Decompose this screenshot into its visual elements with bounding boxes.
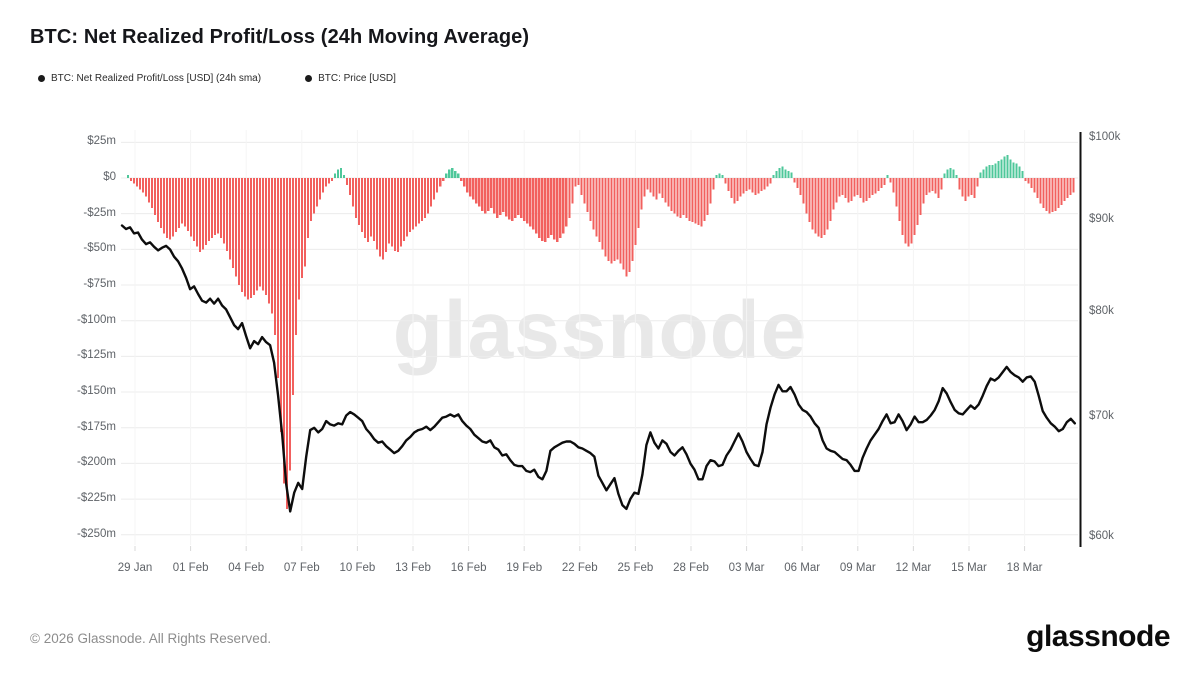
y-axis-label: $100k (1089, 131, 1121, 143)
x-axis-label: 18 Mar (1006, 562, 1043, 574)
x-axis-label: 13 Feb (395, 562, 431, 574)
footer-copyright: © 2026 Glassnode. All Rights Reserved. (30, 631, 272, 646)
x-axis-label: 10 Feb (339, 562, 376, 574)
y-axis-label: $90k (1089, 213, 1114, 226)
y-axis-label: $25m (87, 135, 116, 148)
x-axis-label: 28 Feb (673, 562, 709, 574)
legend-label: BTC: Net Realized Profit/Loss [USD] (24h… (51, 73, 262, 84)
y-axis-label: -$75m (83, 278, 116, 291)
x-axis-label: 12 Mar (895, 562, 932, 574)
y-axis-label: $70k (1089, 409, 1114, 422)
x-axis-label: 09 Mar (839, 562, 876, 574)
y-axis-label: -$225m (77, 492, 116, 505)
legend: BTC: Net Realized Profit/Loss [USD] (24h… (38, 73, 396, 84)
x-axis-label: 29 Jan (117, 562, 153, 574)
glassnode-watermark: glassnode (392, 285, 808, 376)
y-axis-label: -$50m (83, 242, 116, 255)
x-axis-label: 01 Feb (172, 562, 209, 574)
y-axis-label: -$250m (77, 527, 116, 540)
y-axis-label: -$200m (77, 456, 116, 469)
y-axis-label: -$100m (77, 313, 116, 326)
x-axis-label: 04 Feb (228, 562, 265, 574)
x-axis-label: 07 Feb (283, 562, 320, 574)
y-axis-label: -$125m (77, 349, 116, 362)
x-axis-label: 19 Feb (506, 562, 543, 574)
y-axis-label: $80k (1089, 305, 1114, 318)
y-axis-label: $0 (103, 171, 116, 183)
x-axis-label: 06 Mar (784, 562, 821, 574)
x-axis-label: 25 Feb (617, 562, 654, 574)
x-axis-label: 15 Mar (951, 562, 987, 574)
y-axis-label: -$175m (77, 420, 116, 433)
x-axis-label: 16 Feb (450, 562, 487, 574)
legend-item-net-realized-pl[interactable]: BTC: Net Realized Profit/Loss [USD] (24h… (38, 73, 261, 84)
x-axis-label: 03 Mar (728, 562, 765, 574)
legend-label: BTC: Price [USD] (318, 73, 396, 84)
series-dot-icon (38, 75, 45, 82)
y-axis-label: -$25m (83, 206, 116, 219)
x-axis-label: 22 Feb (561, 562, 598, 574)
y-axis-label: $60k (1089, 530, 1114, 542)
y-axis-label: -$150m (77, 385, 116, 398)
legend-item-price[interactable]: BTC: Price [USD] (305, 73, 396, 84)
chart-title: BTC: Net Realized Profit/Loss (24h Movin… (30, 26, 530, 48)
series-dot-icon (305, 75, 313, 82)
glassnode-logo: glassnode (1026, 620, 1170, 653)
